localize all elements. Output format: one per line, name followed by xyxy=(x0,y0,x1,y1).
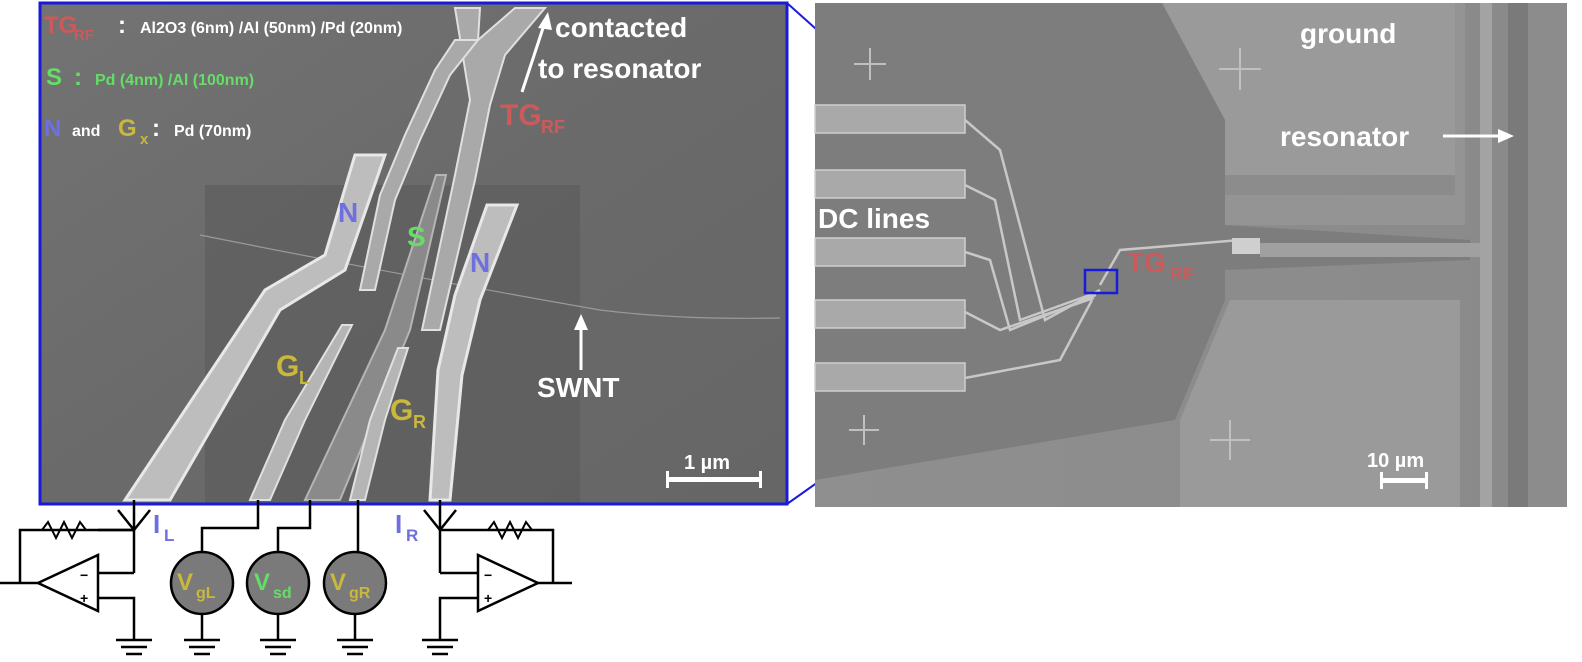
opamp-left xyxy=(35,553,100,613)
n-electrode-right xyxy=(428,203,520,502)
gate-left-electrode xyxy=(248,324,354,501)
ground-label: ground xyxy=(1300,18,1396,49)
zoom-box xyxy=(1083,268,1119,295)
scale-bar-left xyxy=(666,477,762,482)
zoom-frame xyxy=(38,1,789,506)
legend-g-main: G xyxy=(118,115,137,142)
tg-rf-label-main: TG xyxy=(500,99,542,132)
vsd-label-main: V xyxy=(254,569,270,596)
vsd-label-sub: sd xyxy=(273,585,292,602)
gate-right-electrode xyxy=(348,347,410,501)
vgl-label-main: V xyxy=(177,569,193,596)
contacted-label-line1: contacted xyxy=(555,12,687,43)
swnt-label: SWNT xyxy=(537,372,619,403)
gr-label-sub: R xyxy=(413,412,426,432)
opamp-right-plus: + xyxy=(484,590,492,606)
left-sem-image: TG RF : Al2O3 (6nm) /Al (50nm) /Pd (20nm… xyxy=(38,1,789,506)
source-electrode xyxy=(303,174,448,501)
scale-bar-right xyxy=(1380,478,1428,483)
contacted-label-line2: to resonator xyxy=(538,53,701,84)
legend-s-main: S xyxy=(46,64,62,91)
legend-g-sub: x xyxy=(140,131,149,148)
legend-tg-main: TG xyxy=(44,12,77,39)
n-electrode-left xyxy=(122,153,388,502)
gl-label-main: G xyxy=(276,350,299,383)
legend-tg-desc: Al2O3 (6nm) /Al (50nm) /Pd (20nm) xyxy=(140,20,402,37)
legend-tg-sub: RF xyxy=(74,27,94,44)
contacted-arrowhead xyxy=(538,12,552,30)
vgr-label-main: V xyxy=(330,569,346,596)
vgr-label-sub: gR xyxy=(349,585,371,602)
gl-label-sub: L xyxy=(299,368,310,388)
il-label-main: I xyxy=(153,509,160,539)
tg-rf-electrode-left-arm xyxy=(358,39,481,291)
tg-rf-label-sub: RF xyxy=(541,117,565,137)
ir-label-main: I xyxy=(395,509,402,539)
resonator-strip xyxy=(1480,3,1492,507)
tg-rf-right-label-main: TG xyxy=(1127,247,1166,278)
tg-rf-right-label-sub: RF xyxy=(1170,264,1194,284)
tg-pad xyxy=(1232,238,1260,254)
opamp-left-minus: − xyxy=(80,567,88,583)
resonator-label: resonator xyxy=(1280,121,1409,152)
opamp-left-plus: + xyxy=(80,590,88,606)
ir-label-sub: R xyxy=(406,526,418,545)
swnt-arrowhead xyxy=(574,314,588,330)
legend-s-desc: Pd (4nm) /Al (100nm) xyxy=(95,72,254,89)
legend-n-main: N xyxy=(44,115,61,142)
measurement-circuit xyxy=(0,500,572,656)
legend-n-desc: Pd (70nm) xyxy=(174,123,251,140)
alignment-marks xyxy=(849,48,1261,460)
legend-n-and: and xyxy=(72,123,100,140)
legend-n-colon: : xyxy=(152,115,160,142)
n-left-label: N xyxy=(338,197,358,228)
dc-lines-label: DC lines xyxy=(818,203,930,234)
feedback-resistor-left xyxy=(41,519,87,541)
scale-bar-right-label: 10 µm xyxy=(1367,450,1424,472)
swnt-nanotube xyxy=(199,234,781,319)
contacted-arrow xyxy=(520,21,547,93)
opamp-right-minus: − xyxy=(484,567,492,583)
right-sem-image: ground resonator DC lines TG RF 10 µm xyxy=(814,3,1567,507)
legend-s-colon: : xyxy=(74,64,82,91)
scale-bar-left-label: 1 µm xyxy=(684,452,730,474)
s-label: S xyxy=(407,221,426,252)
n-right-label: N xyxy=(470,247,490,278)
il-label-sub: L xyxy=(164,526,174,545)
dc-line-pads xyxy=(814,104,966,392)
legend-tg-colon: : xyxy=(118,12,126,39)
center-conductor xyxy=(1260,243,1480,257)
opamp-right xyxy=(476,553,541,613)
vgl-label-sub: gL xyxy=(196,585,216,602)
gr-label-main: G xyxy=(390,394,413,427)
feedback-resistor-right xyxy=(487,519,533,541)
